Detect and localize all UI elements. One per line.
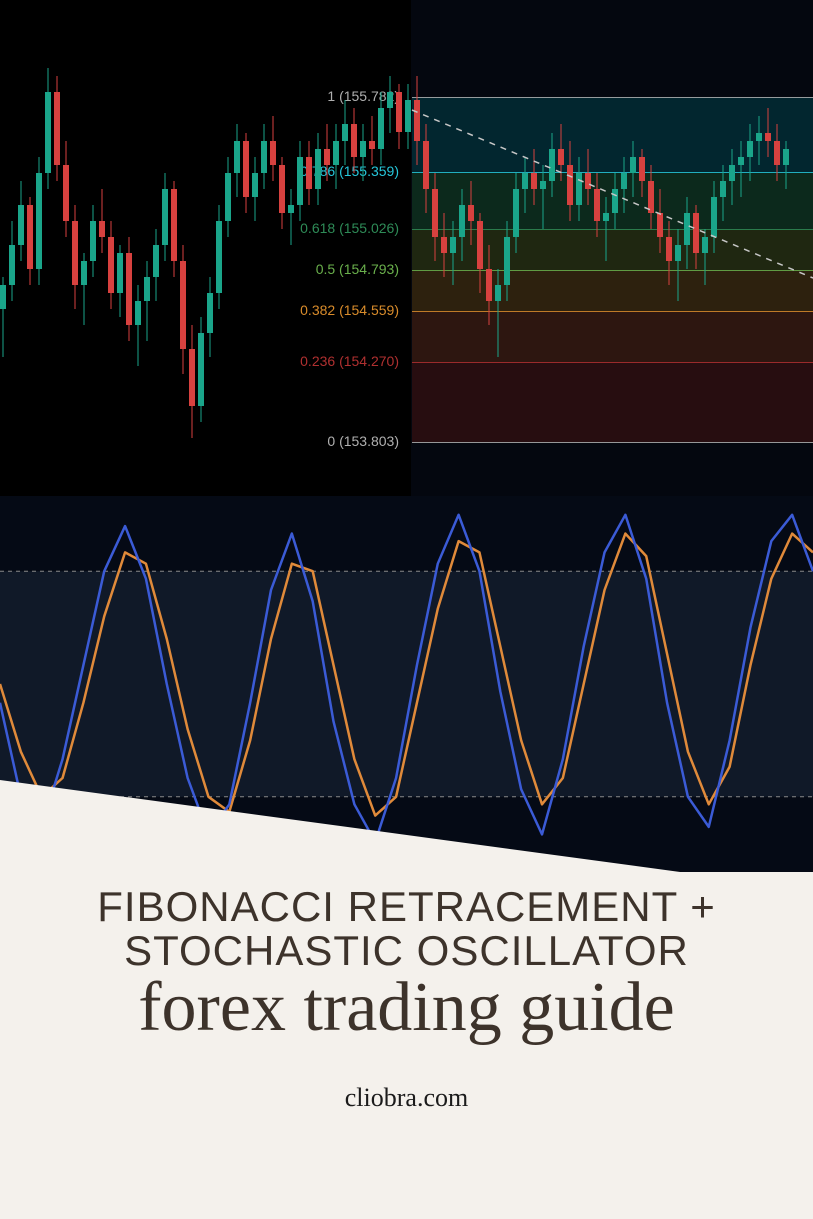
- candle: [720, 0, 726, 496]
- candle: [144, 0, 150, 496]
- candle: [252, 0, 258, 496]
- candle: [432, 0, 438, 496]
- candle: [522, 0, 528, 496]
- candle: [783, 0, 789, 496]
- candle: [99, 0, 105, 496]
- candle: [189, 0, 195, 496]
- candle: [36, 0, 42, 496]
- candle: [90, 0, 96, 496]
- candle: [459, 0, 465, 496]
- candle: [243, 0, 249, 496]
- text-block: FIBONACCI RETRACEMENT + STOCHASTIC OSCIL…: [0, 885, 813, 1113]
- candle: [648, 0, 654, 496]
- candle: [657, 0, 663, 496]
- candle: [639, 0, 645, 496]
- candle: [297, 0, 303, 496]
- candle: [702, 0, 708, 496]
- candle: [558, 0, 564, 496]
- candle: [468, 0, 474, 496]
- infographic-stage: 1 (155.782)0.786 (155.359)0.618 (155.026…: [0, 0, 813, 1219]
- candle: [369, 0, 375, 496]
- main-heading: FIBONACCI RETRACEMENT + STOCHASTIC OSCIL…: [0, 885, 813, 973]
- candle: [738, 0, 744, 496]
- candle: [198, 0, 204, 496]
- candle: [225, 0, 231, 496]
- candle: [234, 0, 240, 496]
- candle: [675, 0, 681, 496]
- candle: [495, 0, 501, 496]
- candle: [711, 0, 717, 496]
- candle: [306, 0, 312, 496]
- candle: [612, 0, 618, 496]
- candle: [72, 0, 78, 496]
- candle: [387, 0, 393, 496]
- candle: [603, 0, 609, 496]
- candle: [693, 0, 699, 496]
- candlestick-series: [0, 0, 813, 496]
- candle: [486, 0, 492, 496]
- candle: [765, 0, 771, 496]
- candle: [504, 0, 510, 496]
- candle: [9, 0, 15, 496]
- candle: [324, 0, 330, 496]
- candle: [405, 0, 411, 496]
- candle: [360, 0, 366, 496]
- chart-panel: 1 (155.782)0.786 (155.359)0.618 (155.026…: [0, 0, 813, 872]
- candle: [153, 0, 159, 496]
- oscillator-svg: [0, 496, 813, 872]
- candle: [414, 0, 420, 496]
- candle: [396, 0, 402, 496]
- candle: [585, 0, 591, 496]
- candle: [630, 0, 636, 496]
- candle: [540, 0, 546, 496]
- subtitle: forex trading guide: [0, 973, 813, 1043]
- candle: [54, 0, 60, 496]
- candle: [288, 0, 294, 496]
- candle: [333, 0, 339, 496]
- candle: [117, 0, 123, 496]
- candle: [513, 0, 519, 496]
- candle: [270, 0, 276, 496]
- candle: [774, 0, 780, 496]
- candle: [441, 0, 447, 496]
- candle: [594, 0, 600, 496]
- candle: [684, 0, 690, 496]
- candle: [576, 0, 582, 496]
- candle: [666, 0, 672, 496]
- candle: [621, 0, 627, 496]
- candle: [549, 0, 555, 496]
- candle: [27, 0, 33, 496]
- candle: [0, 0, 6, 496]
- candle: [45, 0, 51, 496]
- candle: [567, 0, 573, 496]
- candle: [747, 0, 753, 496]
- candle: [450, 0, 456, 496]
- candle: [207, 0, 213, 496]
- candle: [171, 0, 177, 496]
- candle: [315, 0, 321, 496]
- site-url: cliobra.com: [0, 1083, 813, 1113]
- candle: [423, 0, 429, 496]
- candle: [180, 0, 186, 496]
- candle: [261, 0, 267, 496]
- candle: [342, 0, 348, 496]
- candle: [108, 0, 114, 496]
- candle: [63, 0, 69, 496]
- candle: [531, 0, 537, 496]
- candle: [729, 0, 735, 496]
- candle: [81, 0, 87, 496]
- candle: [216, 0, 222, 496]
- candle: [135, 0, 141, 496]
- candle: [162, 0, 168, 496]
- candle: [279, 0, 285, 496]
- candle: [477, 0, 483, 496]
- candle: [378, 0, 384, 496]
- candle: [126, 0, 132, 496]
- candle: [18, 0, 24, 496]
- candle: [756, 0, 762, 496]
- stochastic-oscillator-panel: [0, 496, 813, 872]
- candle: [351, 0, 357, 496]
